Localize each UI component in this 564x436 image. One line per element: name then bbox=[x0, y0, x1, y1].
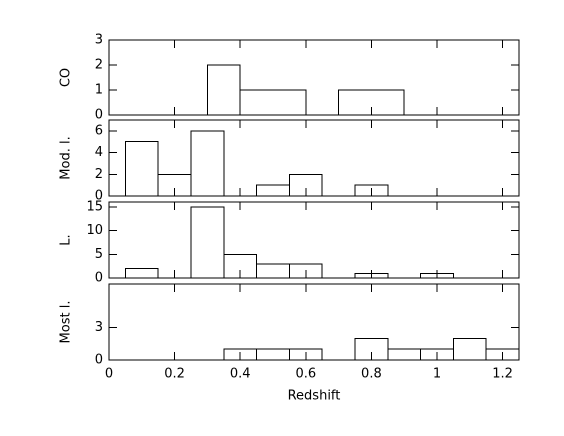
y-axis-label: Most l. bbox=[59, 301, 74, 344]
y-axis-label: Mod. l. bbox=[59, 136, 74, 179]
y-tick-label: 10 bbox=[86, 223, 103, 238]
y-tick-label: 2 bbox=[95, 58, 103, 73]
x-tick-label: 0.4 bbox=[230, 367, 251, 382]
y-tick-label: 3 bbox=[95, 33, 103, 48]
y-tick-label: 3 bbox=[95, 320, 103, 335]
x-axis-label: Redshift bbox=[288, 389, 341, 404]
histogram-bar bbox=[190, 206, 225, 279]
histogram-bar bbox=[190, 130, 225, 197]
histogram-bar bbox=[124, 268, 159, 279]
x-tick-label: 1.2 bbox=[492, 367, 513, 382]
x-tick-label: 0.6 bbox=[295, 367, 316, 382]
y-tick-label: 4 bbox=[95, 145, 103, 160]
panel-frame bbox=[108, 39, 520, 116]
histogram-bar bbox=[256, 348, 290, 361]
histogram-bar bbox=[256, 263, 290, 279]
y-tick-label: 6 bbox=[95, 123, 103, 138]
histogram-bar bbox=[239, 89, 307, 116]
x-tick-label: 0.2 bbox=[164, 367, 185, 382]
x-tick-label: 0.8 bbox=[361, 367, 382, 382]
y-axis-label: L. bbox=[59, 234, 74, 245]
y-tick-label: 2 bbox=[95, 167, 103, 182]
y-tick-label: 0 bbox=[95, 271, 103, 286]
y-tick-label: 0 bbox=[95, 353, 103, 368]
histogram-bar bbox=[387, 348, 422, 361]
x-tick-label: 1 bbox=[433, 367, 441, 382]
histogram-bar bbox=[256, 184, 290, 197]
y-tick-label: 5 bbox=[95, 247, 103, 262]
y-tick-label: 0 bbox=[95, 108, 103, 123]
y-tick-label: 15 bbox=[86, 199, 103, 214]
histogram-bar bbox=[206, 64, 241, 116]
panel-frame bbox=[108, 201, 520, 279]
x-tick-label: 0 bbox=[105, 367, 113, 382]
panel-frame bbox=[108, 283, 520, 361]
histogram-bar bbox=[124, 141, 159, 197]
y-tick-label: 0 bbox=[95, 189, 103, 204]
y-tick-label: 1 bbox=[95, 83, 103, 98]
y-axis-label: CO bbox=[59, 68, 74, 87]
histogram-bar bbox=[452, 337, 487, 361]
panel-frame bbox=[108, 119, 520, 197]
